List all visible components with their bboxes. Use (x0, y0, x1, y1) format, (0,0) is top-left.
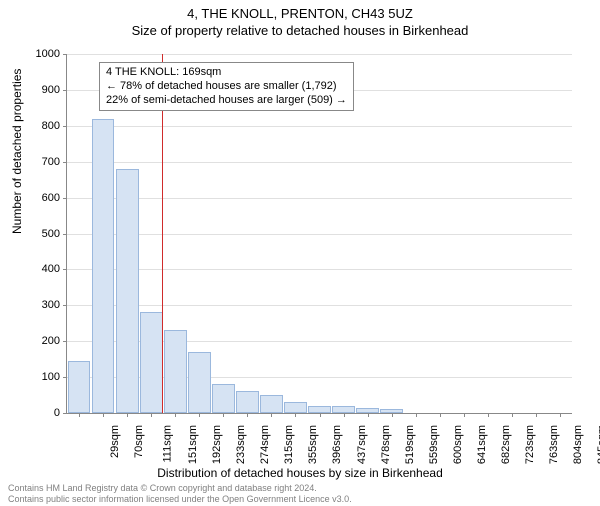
x-tick-label: 29sqm (109, 425, 121, 458)
y-tick-label: 200 (26, 335, 60, 347)
y-tick-label: 0 (26, 407, 60, 419)
footer-attribution: Contains HM Land Registry data © Crown c… (8, 483, 352, 504)
annotation-line2: ← 78% of detached houses are smaller (1,… (106, 80, 347, 94)
footer-line2: Contains public sector information licen… (8, 494, 352, 504)
annotation-line1: 4 THE KNOLL: 169sqm (106, 66, 347, 80)
x-tick-label: 682sqm (500, 425, 512, 464)
y-tick-label: 900 (26, 84, 60, 96)
x-tick-label: 845sqm (596, 425, 600, 464)
histogram-bar (212, 384, 235, 413)
histogram-chart: 4 THE KNOLL: 169sqm← 78% of detached hou… (66, 54, 572, 414)
title-subtitle: Size of property relative to detached ho… (0, 23, 600, 38)
histogram-bar (164, 330, 187, 413)
y-tick-label: 300 (26, 299, 60, 311)
x-tick-label: 478sqm (380, 425, 392, 464)
histogram-bar (116, 169, 139, 413)
x-tick-label: 315sqm (283, 425, 295, 464)
x-tick-label: 233sqm (235, 425, 247, 464)
x-tick-label: 763sqm (548, 425, 560, 464)
histogram-bar (260, 395, 283, 413)
histogram-bar (68, 361, 91, 413)
annotation-box: 4 THE KNOLL: 169sqm← 78% of detached hou… (99, 62, 354, 111)
y-tick-label: 800 (26, 120, 60, 132)
x-tick-label: 111sqm (162, 425, 174, 463)
histogram-bar (92, 119, 115, 413)
x-tick-label: 723sqm (524, 425, 536, 464)
y-tick-label: 400 (26, 263, 60, 275)
title-address: 4, THE KNOLL, PRENTON, CH43 5UZ (0, 6, 600, 21)
x-tick-label: 396sqm (332, 425, 344, 464)
x-tick-label: 274sqm (259, 425, 271, 464)
y-tick-label: 600 (26, 192, 60, 204)
histogram-bar (284, 402, 307, 413)
histogram-bar (236, 391, 259, 413)
y-tick-label: 500 (26, 228, 60, 240)
x-tick-label: 70sqm (133, 425, 145, 458)
x-tick-label: 151sqm (187, 425, 199, 464)
y-tick-label: 100 (26, 371, 60, 383)
x-tick-label: 519sqm (404, 425, 416, 464)
x-tick-label: 641sqm (476, 425, 488, 464)
x-tick-label: 600sqm (452, 425, 464, 464)
y-tick-label: 1000 (26, 48, 60, 60)
histogram-bar (308, 406, 331, 413)
y-axis-label: Number of detached properties (10, 69, 24, 234)
annotation-line3: 22% of semi-detached houses are larger (… (106, 94, 347, 108)
x-axis-label: Distribution of detached houses by size … (0, 466, 600, 480)
y-tick-label: 700 (26, 156, 60, 168)
x-tick-label: 355sqm (308, 425, 320, 464)
footer-line1: Contains HM Land Registry data © Crown c… (8, 483, 352, 493)
x-tick-label: 804sqm (572, 425, 584, 464)
histogram-bar (140, 312, 163, 413)
x-tick-label: 437sqm (356, 425, 368, 464)
x-tick-label: 192sqm (211, 425, 223, 464)
histogram-bar (188, 352, 211, 413)
x-tick-label: 559sqm (428, 425, 440, 464)
histogram-bar (332, 406, 355, 413)
